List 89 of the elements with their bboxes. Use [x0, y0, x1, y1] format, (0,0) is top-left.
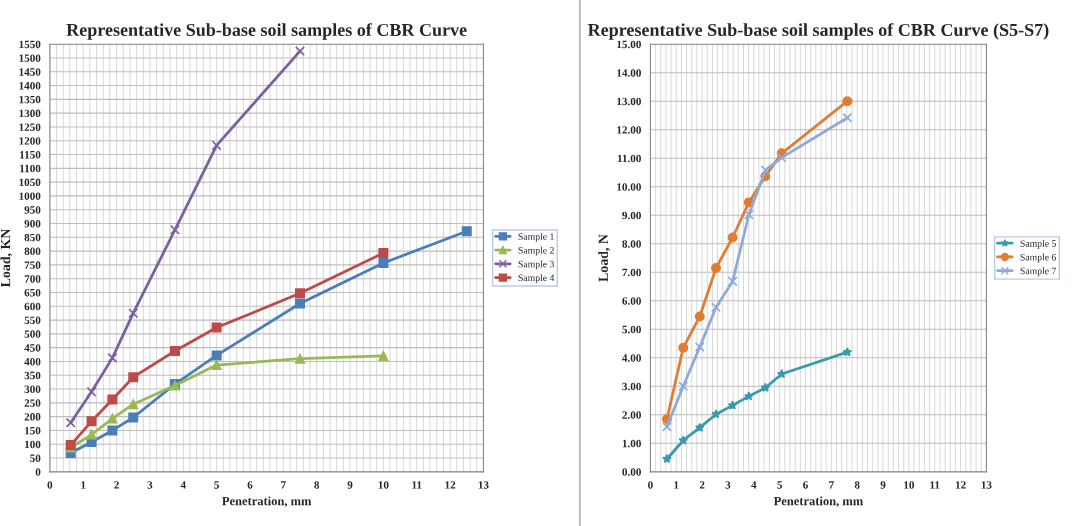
x-tick-label: 4: [180, 481, 186, 489]
chart-title: Representative Sub-base soil samples of CBR Curve: [66, 23, 467, 40]
y-tick-label: 0.00: [622, 468, 641, 476]
y-tick-label: 950: [24, 206, 41, 214]
x-tick-label: 4: [751, 481, 757, 489]
y-tick-label: 350: [24, 371, 41, 380]
legend-label: Sample 1: [518, 233, 554, 242]
y-tick-label: 1050: [19, 178, 41, 187]
legend-label: Sample 4: [518, 274, 555, 284]
chart-title: Representative Sub-base soil samples of CBR Curve (S5-S7): [587, 23, 1049, 40]
legend-label: Sample 3: [518, 260, 555, 270]
x-tick-label: 13: [981, 481, 992, 489]
x-tick-label: 1: [674, 481, 679, 489]
x-tick-label: 2: [114, 481, 119, 489]
x-tick-label: 12: [955, 481, 966, 489]
y-tick-label: 150: [25, 426, 41, 435]
y-tick-label: 14.00: [617, 69, 641, 77]
y-tick-label: 1550: [19, 40, 41, 49]
y-tick-label: 10.00: [617, 183, 641, 191]
y-tick-label: 5.00: [622, 325, 641, 334]
y-tick-label: 1150: [20, 151, 41, 159]
x-axis-title: Penetration, mm: [773, 496, 863, 508]
x-tick-label: 0: [47, 481, 53, 489]
x-axis-title: Penetration, mm: [222, 496, 312, 508]
y-tick-label: 850: [24, 233, 41, 242]
y-tick-label: 800: [24, 247, 41, 256]
y-tick-label: 7.00: [622, 268, 641, 277]
x-tick-label: 10: [378, 481, 389, 489]
x-tick-label: 5: [777, 481, 783, 489]
x-tick-label: 2: [699, 481, 705, 489]
y-tick-label: 6.00: [622, 297, 641, 305]
x-tick-label: 1: [81, 481, 86, 489]
x-tick-label: 7: [829, 481, 834, 489]
x-tick-label: 3: [725, 481, 731, 489]
legend-label: Sample 2: [518, 246, 554, 256]
y-tick-label: 500: [24, 330, 41, 338]
x-tick-label: 3: [147, 481, 153, 489]
y-tick-label: 1100: [20, 164, 41, 173]
y-tick-label: 1350: [19, 95, 41, 104]
y-tick-label: 550: [24, 316, 41, 325]
y-tick-label: 600: [24, 302, 41, 311]
y-tick-label: 13.00: [617, 97, 641, 106]
x-tick-label: 8: [854, 481, 860, 489]
y-axis-title: Load, KN: [0, 228, 13, 288]
y-tick-label: 9.00: [622, 211, 641, 220]
y-tick-label: 0: [35, 468, 41, 476]
x-tick-label: 0: [648, 481, 653, 489]
y-tick-label: 1200: [19, 137, 41, 145]
y-tick-label: 1.00: [622, 439, 641, 448]
y-tick-label: 200: [24, 413, 41, 421]
legend-label: Sample 5: [1020, 239, 1057, 249]
x-tick-label: 6: [803, 481, 808, 489]
y-tick-label: 1300: [19, 109, 41, 118]
y-tick-label: 250: [24, 399, 41, 407]
y-tick-label: 100: [25, 440, 41, 449]
y-tick-label: 1250: [19, 123, 41, 131]
x-tick-label: 9: [880, 481, 886, 489]
y-tick-label: 300: [24, 385, 41, 394]
y-tick-label: 450: [24, 344, 41, 352]
y-tick-label: 650: [24, 288, 41, 297]
x-tick-label: 11: [930, 481, 940, 489]
y-tick-label: 3.00: [622, 382, 641, 391]
y-tick-label: 400: [24, 357, 41, 366]
legend-label: Sample 6: [1020, 253, 1057, 263]
x-tick-label: 6: [247, 481, 253, 489]
y-tick-label: 8.00: [622, 240, 641, 248]
y-tick-label: 1400: [19, 82, 41, 90]
x-tick-label: 5: [214, 481, 219, 489]
y-tick-label: 900: [24, 219, 41, 228]
x-tick-label: 10: [904, 481, 915, 489]
y-tick-label: 12.00: [617, 126, 641, 134]
y-tick-label: 1000: [19, 192, 41, 200]
y-tick-label: 15.00: [617, 40, 641, 49]
y-tick-label: 1450: [19, 68, 41, 76]
y-tick-label: 11.00: [617, 154, 641, 163]
y-axis-title: Load, N: [598, 234, 611, 282]
x-tick-label: 9: [347, 481, 353, 489]
x-tick-label: 8: [314, 481, 320, 489]
y-tick-label: 750: [24, 261, 41, 269]
y-tick-label: 700: [24, 275, 41, 283]
y-tick-label: 2.00: [622, 411, 641, 419]
x-tick-label: 11: [412, 481, 422, 489]
x-tick-label: 7: [281, 481, 286, 489]
x-tick-label: 12: [445, 481, 456, 489]
legend-label: Sample 7: [1020, 267, 1057, 277]
y-tick-label: 4.00: [622, 354, 641, 362]
y-tick-label: 1500: [19, 54, 41, 62]
y-tick-label: 50: [30, 454, 41, 462]
x-tick-label: 13: [478, 481, 489, 489]
